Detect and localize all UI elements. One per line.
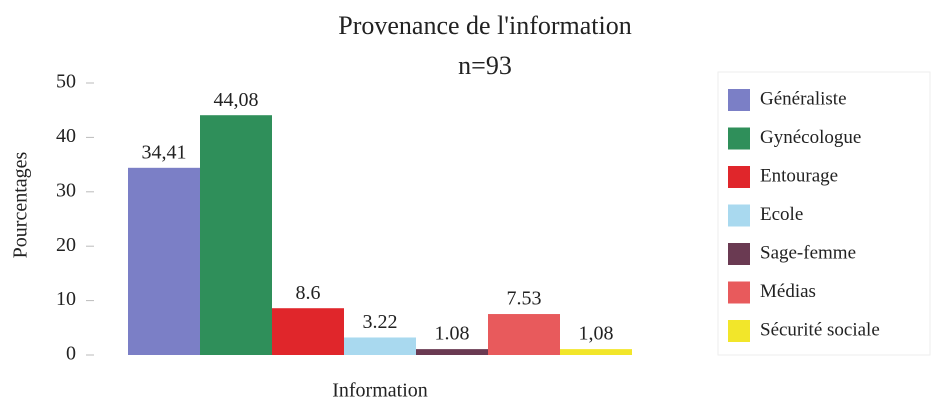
y-tick-label: 40 — [56, 125, 76, 147]
y-tick-label: 20 — [56, 234, 76, 256]
y-tick-label: 0 — [66, 343, 76, 365]
y-tick-label: 10 — [56, 288, 76, 310]
legend-swatch — [728, 89, 750, 111]
legend-label: Sage-femme — [760, 242, 856, 263]
legend-box — [717, 71, 931, 356]
legend-swatch — [728, 320, 750, 342]
legend-swatch — [728, 127, 750, 150]
bar — [344, 337, 416, 355]
bar — [488, 314, 560, 355]
bar — [272, 308, 344, 355]
chart-subtitle: n=93 — [458, 51, 512, 80]
y-axis-label: Pourcentages — [10, 151, 32, 258]
value-label: 8.6 — [296, 282, 321, 304]
value-label: 7.53 — [507, 288, 542, 310]
x-axis-label: Information — [332, 380, 428, 402]
legend-label: Gynécologue — [760, 127, 861, 148]
bar — [200, 115, 272, 355]
y-tick-label: 30 — [56, 179, 76, 201]
legend-label: Sécurité sociale — [760, 319, 880, 340]
value-label: 1.08 — [435, 323, 470, 345]
bar — [128, 167, 200, 355]
legend-label: Médias — [760, 281, 816, 302]
bar — [560, 349, 632, 355]
value-label: 3.22 — [363, 311, 398, 333]
legend-label: Entourage — [760, 165, 838, 186]
legend-swatch — [728, 243, 750, 265]
y-tick-label: 50 — [56, 71, 76, 93]
value-label: 1,08 — [579, 323, 614, 345]
value-label: 44,08 — [214, 89, 259, 111]
legend-label: Ecole — [760, 204, 803, 225]
bar — [416, 349, 488, 355]
value-label: 34,41 — [142, 141, 187, 163]
legend-swatch — [728, 204, 750, 227]
chart-title: Provenance de l'information — [338, 11, 631, 40]
legend-swatch — [728, 281, 750, 304]
legend-swatch — [728, 166, 750, 188]
legend-label: Généraliste — [760, 88, 847, 109]
